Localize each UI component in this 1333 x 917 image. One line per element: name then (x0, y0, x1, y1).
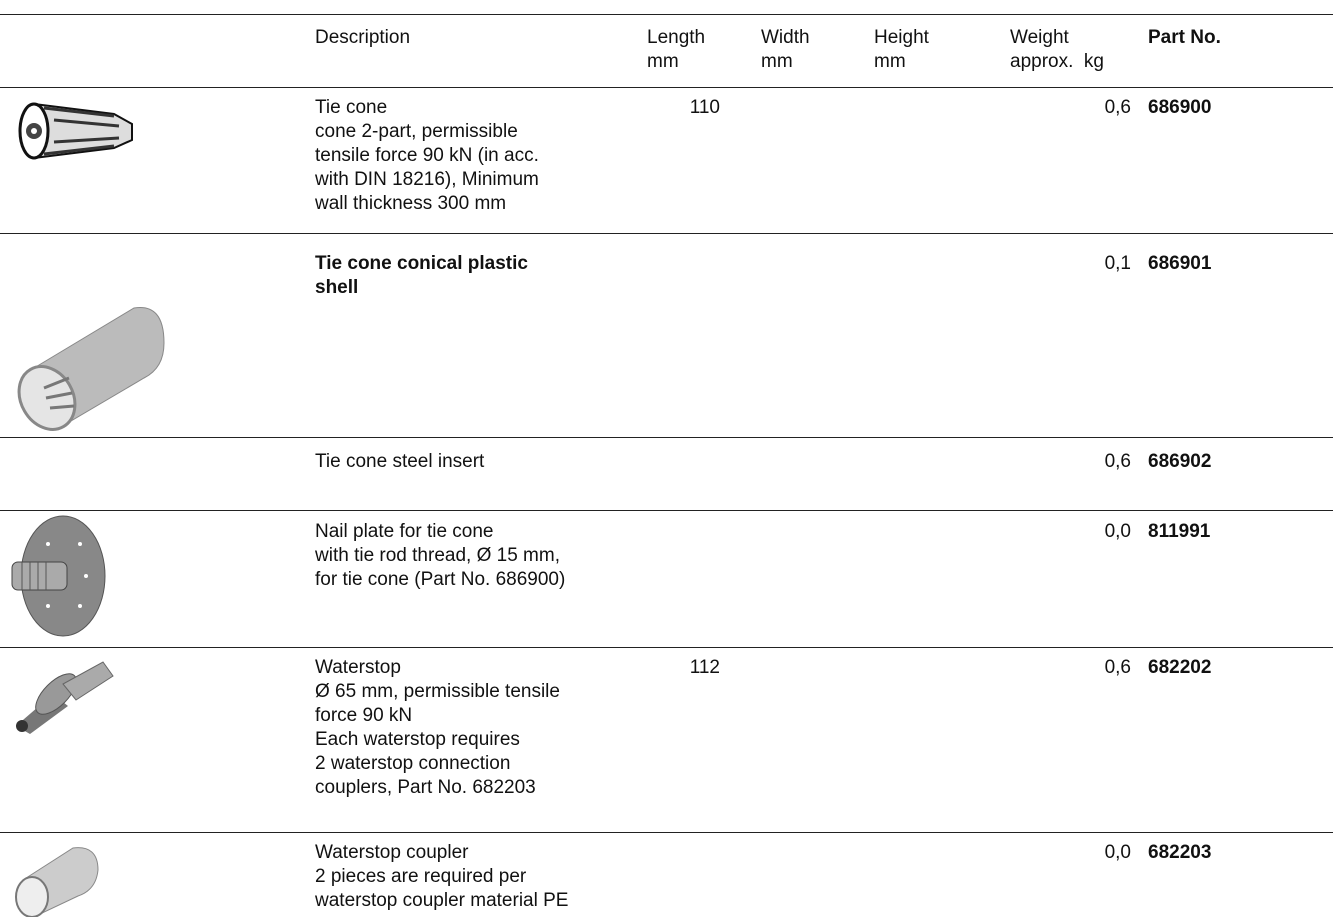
part-no: 682202 (1148, 657, 1212, 678)
length: 112 (689, 657, 720, 678)
plastic-shell-image (17, 306, 165, 431)
header-description: Description (315, 27, 411, 48)
part-no: 811991 (1148, 521, 1211, 542)
description-line: Nail plate for tie cone (315, 521, 494, 542)
rule (0, 14, 1333, 15)
weight: 0,6 (1104, 657, 1131, 678)
rule (0, 510, 1333, 511)
part-no: 686900 (1148, 97, 1212, 118)
description-line: for tie cone (Part No. 686900) (315, 569, 566, 590)
rule (0, 832, 1333, 833)
description-line: 2 waterstop connection (315, 753, 511, 774)
description-line: Waterstop (315, 657, 401, 678)
header-length: Length (647, 27, 706, 48)
description-line: Ø 65 mm, permissible tensile (315, 681, 560, 702)
weight: 0,0 (1104, 842, 1131, 863)
description-line: couplers, Part No. 682203 (315, 777, 536, 798)
description-line: with DIN 18216), Minimum (315, 169, 539, 190)
coupler-image (15, 847, 99, 917)
description-line: Tie cone (315, 97, 388, 118)
description-line: force 90 kN (315, 705, 413, 726)
description-line: cone 2-part, permissible (315, 121, 518, 142)
header-width: Width (761, 27, 810, 48)
header-length: mm (647, 51, 679, 72)
header-width: mm (761, 51, 793, 72)
part-no: 686901 (1148, 253, 1212, 274)
part-no: 682203 (1148, 842, 1212, 863)
description-line: Waterstop coupler (315, 842, 469, 863)
header-height: mm (874, 51, 906, 72)
header-weight: approx. kg (1010, 51, 1104, 72)
description-line: shell (315, 277, 359, 298)
header-height: Height (874, 27, 929, 48)
rule (0, 647, 1333, 648)
description-line: Tie cone steel insert (315, 451, 485, 472)
weight: 0,1 (1104, 253, 1131, 274)
header-weight: Weight (1010, 27, 1069, 48)
description-line: tensile force 90 kN (in acc. (315, 145, 539, 166)
description-line: Each waterstop requires (315, 729, 520, 750)
description-line: wall thickness 300 mm (315, 193, 507, 214)
part-no: 686902 (1148, 451, 1212, 472)
weight: 0,0 (1104, 521, 1131, 542)
nail-plate-image (11, 515, 106, 637)
description-line: with tie rod thread, Ø 15 mm, (315, 545, 560, 566)
header-part-no: Part No. (1148, 27, 1221, 48)
waterstop-image (16, 661, 114, 734)
length: 110 (689, 97, 720, 118)
tie-cone-image (18, 102, 133, 160)
weight: 0,6 (1104, 97, 1131, 118)
rule (0, 87, 1333, 88)
rule (0, 233, 1333, 234)
description-line: 2 pieces are required per (315, 866, 527, 887)
rule (0, 437, 1333, 438)
description-line: waterstop coupler material PE (315, 890, 569, 911)
description-line: Tie cone conical plastic (315, 253, 528, 274)
weight: 0,6 (1104, 451, 1131, 472)
